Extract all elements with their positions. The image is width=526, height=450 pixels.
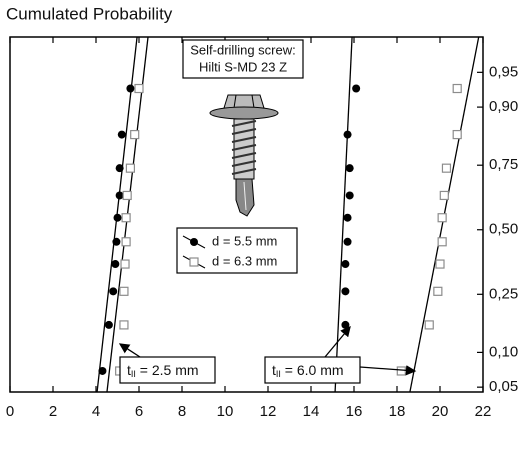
data-point [104, 320, 113, 329]
data-point [113, 213, 122, 222]
data-point [112, 237, 121, 246]
annotation-arrows [118, 326, 417, 376]
data-point [134, 83, 144, 94]
data-point [341, 260, 350, 269]
data-point [119, 286, 129, 296]
data-point [437, 213, 447, 223]
x-tick-label: 14 [303, 403, 320, 420]
y-tick-label: 0,90 [489, 98, 518, 115]
y-tick-label: 0,05 [489, 378, 518, 395]
product-line: Self-drilling screw: [190, 42, 295, 57]
y-tick-label: 0,95 [489, 63, 518, 80]
data-point [121, 237, 131, 247]
data-point [341, 320, 350, 329]
data-point [343, 130, 352, 139]
data-point [120, 259, 130, 269]
data-point [117, 130, 126, 139]
data-point [437, 237, 447, 247]
annotation: tII = 2.5 mm [127, 362, 199, 380]
data-point [111, 260, 120, 269]
plot-marks [9, 36, 484, 393]
y-tick-label: 0,50 [489, 221, 518, 238]
data-point [439, 190, 449, 201]
x-tick-label: 6 [135, 403, 143, 420]
annotation-text: = 6.0 mm [281, 362, 344, 378]
data-point [98, 366, 107, 375]
product-line: Hilti S-MD 23 Z [199, 59, 287, 74]
annotation-box [264, 356, 361, 384]
data-point [424, 320, 434, 330]
x-tick-label: 22 [475, 403, 492, 420]
data-point [343, 213, 352, 222]
data-point [345, 191, 354, 200]
data-point [115, 191, 124, 200]
annotation-symbol: t [272, 362, 276, 378]
data-point [441, 163, 452, 173]
x-tick-label: 10 [217, 403, 234, 420]
plot-frame [9, 36, 484, 393]
data-point [130, 129, 140, 140]
legend-label: d = 5.5 mm [212, 233, 277, 248]
annotation-text: = 2.5 mm [136, 362, 199, 378]
x-tick-label: 2 [49, 403, 57, 420]
x-tick-label: 4 [92, 403, 100, 420]
data-point [345, 164, 354, 173]
data-point [125, 163, 136, 173]
annotation: tII = 6.0 mm [272, 362, 344, 380]
y-tick-label: 0,10 [489, 343, 518, 360]
x-tick-label: 20 [432, 403, 449, 420]
data-point [119, 320, 129, 330]
x-tick-label: 0 [6, 403, 14, 420]
data-point [115, 164, 124, 173]
data-point [109, 287, 118, 296]
data-point [343, 237, 352, 246]
data-point [122, 190, 132, 201]
legend-marker [189, 257, 199, 267]
data-point [341, 287, 350, 296]
data-point [352, 84, 361, 93]
screw-icon [209, 94, 279, 217]
chart-title: Cumulated Probability [6, 4, 173, 23]
legend-marker [190, 238, 198, 246]
data-point [396, 366, 406, 376]
legend-label: d = 6.3 mm [212, 253, 277, 268]
data-point [435, 259, 445, 269]
fit-line [334, 36, 353, 393]
y-tick-label: 0,75 [489, 156, 518, 173]
x-tick-label: 16 [346, 403, 363, 420]
data-point [452, 129, 462, 140]
data-point [126, 84, 135, 93]
data-point [433, 286, 443, 296]
legend-entries: d = 5.5 mm d = 6.3 mm [182, 233, 277, 269]
annotation-symbol: t [127, 362, 131, 378]
annotation-subscript: II [276, 369, 281, 379]
x-tick-label: 12 [260, 403, 277, 420]
annotation-subscript: II [131, 369, 136, 379]
y-tick-label: 0,25 [489, 285, 518, 302]
product-box [182, 39, 304, 79]
annotation-box [119, 356, 216, 384]
data-point [452, 83, 462, 94]
x-tick-label: 8 [178, 403, 186, 420]
x-tick-label: 18 [389, 403, 406, 420]
data-point [121, 213, 131, 223]
